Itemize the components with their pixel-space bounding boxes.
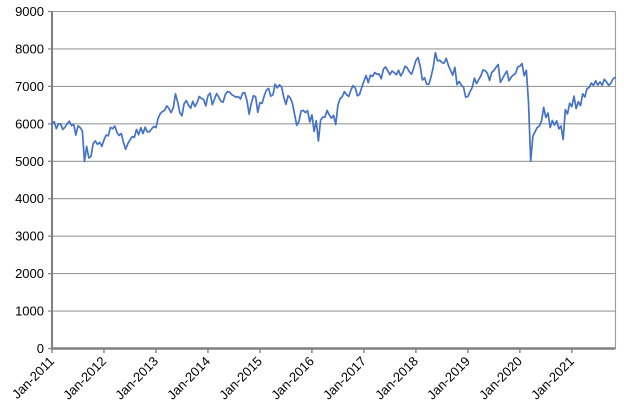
y-tick-label: 7000 [15,79,44,94]
y-tick-label: 0 [37,341,44,356]
series-line [51,51,617,163]
y-tick-label: 5000 [15,154,44,169]
y-tick-label: 4000 [15,191,44,206]
y-tick-label: 8000 [15,41,44,56]
y-tick-label: 2000 [15,266,44,281]
y-tick-label: 1000 [15,304,44,319]
y-tick-label: 3000 [15,229,44,244]
y-tick-label: 6000 [15,116,44,131]
y-tick-label: 9000 [15,4,44,19]
